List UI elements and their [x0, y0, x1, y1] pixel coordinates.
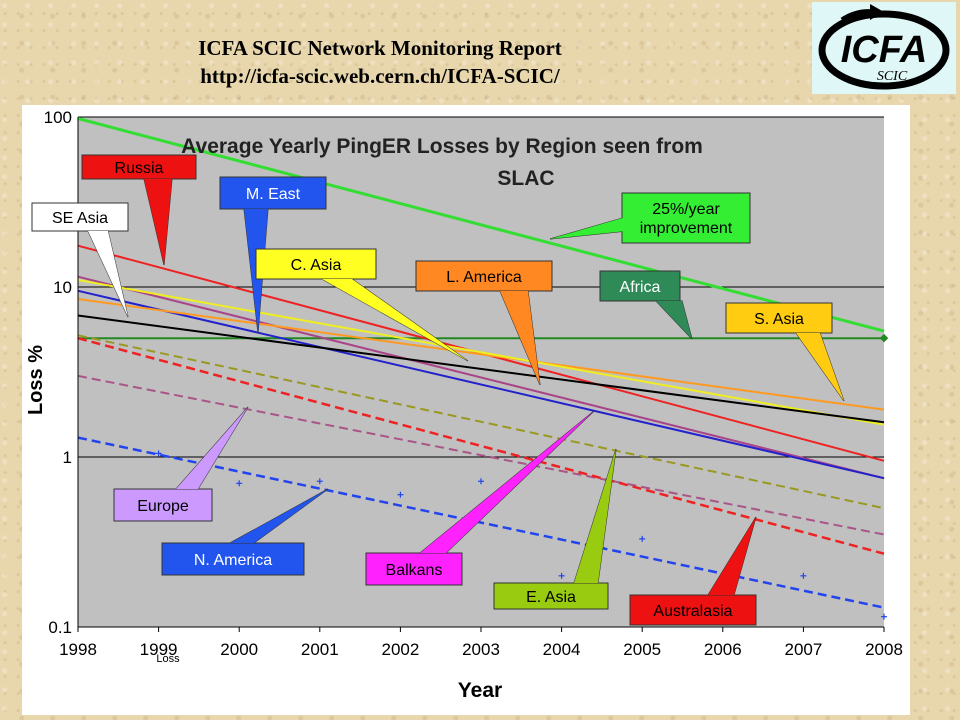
x-tick-label: 2007: [784, 640, 822, 659]
data-point: [558, 572, 565, 579]
data-point: [800, 572, 807, 579]
callout-australasia: Australasia: [629, 516, 757, 626]
callout-balkans: Balkans: [365, 410, 595, 586]
stray-label: Loss: [156, 653, 180, 665]
callout-label: Australasia: [653, 603, 732, 620]
callout-box: [629, 594, 757, 626]
data-point: [316, 478, 323, 485]
logo-subtext: SCIC: [877, 69, 908, 84]
series-line-europe: [77, 374, 885, 536]
y-tick-label: 10: [53, 278, 72, 297]
data-point: [397, 491, 404, 498]
callout-box: [113, 488, 213, 522]
callout-box: [31, 202, 129, 232]
report-title: ICFA SCIC Network Monitoring Report: [198, 36, 562, 60]
series-line-25-year-improvement: [77, 117, 885, 333]
points-layer: [155, 333, 889, 620]
x-axis-label: Year: [458, 679, 502, 702]
callout-label: Balkans: [386, 562, 443, 579]
x-tick-label: 2003: [462, 640, 500, 659]
series-line-balkans: [77, 275, 885, 480]
data-point: [236, 480, 243, 487]
callout-label: Russia: [115, 160, 164, 177]
logo-text: ICFA: [841, 29, 928, 71]
callout-box: [255, 248, 377, 280]
callout-c-asia: C. Asia: [255, 248, 469, 362]
chart-title-line2: SLAC: [497, 167, 554, 190]
callout-box: [365, 552, 463, 586]
callout-s-asia: S. Asia: [725, 302, 845, 402]
series-line-n-america: [77, 436, 885, 609]
callout-label-line2: improvement: [640, 220, 733, 237]
callout-box: [415, 260, 553, 292]
callout-label: L. America: [446, 269, 522, 286]
series-line-l-america: [77, 298, 885, 411]
data-point: [881, 613, 887, 620]
callout-box: [599, 270, 681, 302]
chart-title-line1: Average Yearly PingER Losses by Region s…: [181, 135, 703, 158]
series-layer: [77, 117, 885, 609]
x-tick-label: 2005: [623, 640, 661, 659]
x-tick-label: 2000: [220, 640, 258, 659]
x-tick-label: 2004: [543, 640, 581, 659]
callout-l-america: L. America: [415, 260, 553, 386]
callout-box: [81, 154, 197, 180]
callout-europe: Europe: [113, 406, 249, 522]
callout-box: [493, 582, 609, 610]
y-tick-label: 1: [63, 448, 72, 467]
x-tick-label: 1999: [140, 640, 178, 659]
callout-label: M. East: [246, 186, 301, 203]
series-line-m-east: [77, 289, 885, 480]
series-line-se-asia: [77, 314, 885, 424]
callout-label: E. Asia: [526, 589, 576, 606]
data-point: [478, 478, 484, 485]
x-tick-label: 2008: [865, 640, 903, 659]
callout-25-year: 25%/year improvement: [549, 192, 751, 244]
x-tick-label: 2006: [704, 640, 742, 659]
callout-e-asia: E. Asia: [493, 448, 617, 610]
callout-label: N. America: [194, 552, 272, 569]
callout-label: Africa: [620, 279, 661, 296]
x-tick-label: 1998: [59, 640, 97, 659]
series-line-c-asia: [77, 279, 885, 426]
callout-n-america: N. America: [161, 488, 329, 576]
callout-label: Europe: [137, 498, 189, 515]
callout-box: [725, 302, 833, 334]
callout-africa: Africa: [599, 270, 693, 340]
y-tick-label: 100: [44, 108, 72, 127]
chart: 100 10 1 0.1 1998 1999 2000 2001 2002 2003 2004 200…: [22, 105, 910, 715]
data-point: [155, 450, 162, 457]
callout-box: [621, 192, 751, 244]
callout-russia: Russia: [81, 154, 197, 266]
callout-se-asia: SE Asia: [31, 202, 129, 318]
y-tick-label: 0.1: [48, 618, 72, 637]
callout-label: C. Asia: [291, 257, 342, 274]
callout-box: [161, 542, 305, 576]
callout-box: [219, 176, 327, 210]
series-line-e-asia: [77, 334, 885, 510]
x-tick-label: 2002: [381, 640, 419, 659]
annotations-layer: Russia SE Asia M. East C. Asia L. America Afr…: [31, 154, 845, 626]
callout-label: SE Asia: [52, 210, 108, 227]
ticks-layer: 100 10 1 0.1 1998 1999 2000 2001 2002 2003 2004 200…: [44, 108, 903, 659]
callout-label: S. Asia: [754, 311, 804, 328]
icfa-logo: ICFA SCIC: [812, 2, 956, 94]
callout-label: 25%/year: [652, 201, 720, 218]
y-axis-label: Loss %: [25, 345, 47, 415]
x-tick-label: 2001: [301, 640, 339, 659]
data-point: [639, 535, 646, 542]
report-url: http://icfa-scic.web.cern.ch/ICFA-SCIC/: [200, 64, 560, 88]
